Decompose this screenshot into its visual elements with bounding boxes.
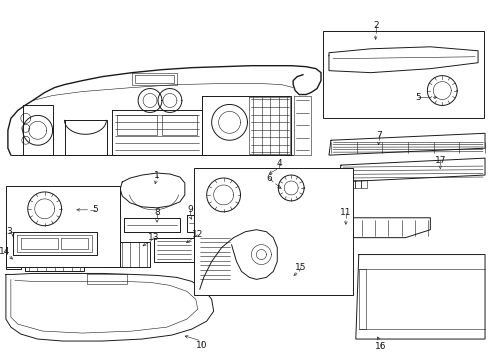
Text: 1: 1 (154, 171, 160, 180)
Text: 9: 9 (186, 205, 192, 214)
Text: 11: 11 (340, 208, 351, 217)
Text: 5: 5 (415, 93, 421, 102)
Text: 3: 3 (6, 227, 12, 236)
Text: 2: 2 (372, 22, 378, 31)
Text: 8: 8 (154, 208, 160, 217)
Text: 10: 10 (196, 341, 207, 350)
Text: 14: 14 (0, 247, 11, 256)
Bar (6, 186, 120, 267)
Text: 15: 15 (295, 263, 306, 272)
Text: 4: 4 (276, 159, 282, 168)
Text: 17: 17 (434, 156, 445, 165)
Text: 6: 6 (266, 174, 272, 183)
Text: 7: 7 (375, 131, 381, 140)
Text: 12: 12 (192, 230, 203, 239)
Text: 13: 13 (148, 233, 160, 242)
Bar (323, 31, 483, 118)
Text: 16: 16 (374, 342, 386, 351)
Text: 5: 5 (92, 205, 98, 214)
Bar (193, 168, 352, 295)
